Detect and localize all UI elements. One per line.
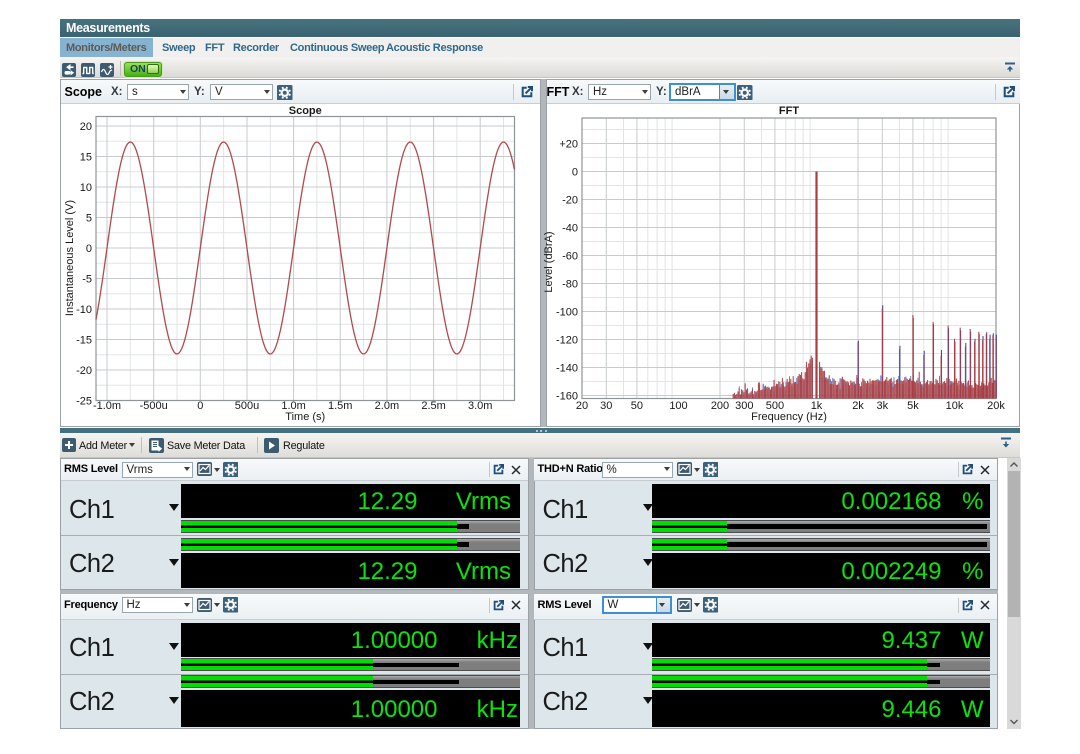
svg-text:1.5m: 1.5m (328, 400, 352, 412)
svg-text:5k: 5k (907, 400, 919, 412)
svg-text:-20: -20 (76, 365, 92, 377)
svg-text:0: 0 (572, 167, 578, 179)
svg-text:50: 50 (631, 400, 643, 412)
svg-text:0: 0 (86, 243, 92, 255)
svg-text:-80: -80 (562, 279, 578, 291)
svg-text:-100: -100 (556, 307, 578, 319)
svg-text:3.0m: 3.0m (468, 400, 492, 412)
svg-text:Level (dBrA): Level (dBrA) (543, 231, 555, 292)
svg-text:-120: -120 (556, 335, 578, 347)
svg-text:FFT: FFT (779, 105, 799, 117)
svg-text:500: 500 (766, 400, 784, 412)
svg-text:Frequency (Hz): Frequency (Hz) (751, 411, 827, 423)
svg-text:Time (s): Time (s) (285, 411, 325, 423)
svg-text:-40: -40 (562, 223, 578, 235)
svg-text:300: 300 (735, 400, 753, 412)
svg-text:3k: 3k (876, 400, 888, 412)
svg-text:-60: -60 (562, 251, 578, 263)
svg-text:30: 30 (600, 400, 612, 412)
svg-text:-20: -20 (562, 195, 578, 207)
svg-text:20k: 20k (987, 400, 1005, 412)
svg-text:2k: 2k (852, 400, 864, 412)
svg-text:5: 5 (86, 213, 92, 225)
svg-text:1.0m: 1.0m (281, 400, 305, 412)
svg-text:100: 100 (669, 400, 687, 412)
svg-text:500u: 500u (235, 400, 259, 412)
svg-text:-160: -160 (556, 391, 578, 403)
svg-text:20: 20 (576, 400, 588, 412)
svg-text:2.0m: 2.0m (375, 400, 399, 412)
svg-text:200: 200 (711, 400, 729, 412)
svg-text:-25: -25 (76, 396, 92, 408)
svg-text:-140: -140 (556, 363, 578, 375)
svg-text:10k: 10k (946, 400, 964, 412)
svg-text:-5: -5 (82, 274, 92, 286)
svg-text:Instantaneous Level (V): Instantaneous Level (V) (64, 200, 76, 316)
svg-text:-500u: -500u (140, 400, 168, 412)
svg-text:10: 10 (80, 182, 92, 194)
svg-text:-1.0m: -1.0m (93, 400, 121, 412)
svg-text:+20: +20 (559, 139, 578, 151)
svg-text:0: 0 (197, 400, 203, 412)
svg-text:20: 20 (80, 121, 92, 133)
svg-text:15: 15 (80, 152, 92, 164)
svg-text:1k: 1k (811, 400, 823, 412)
svg-text:-10: -10 (76, 304, 92, 316)
svg-text:2.5m: 2.5m (421, 400, 445, 412)
svg-text:Scope: Scope (289, 105, 322, 117)
svg-text:-15: -15 (76, 335, 92, 347)
